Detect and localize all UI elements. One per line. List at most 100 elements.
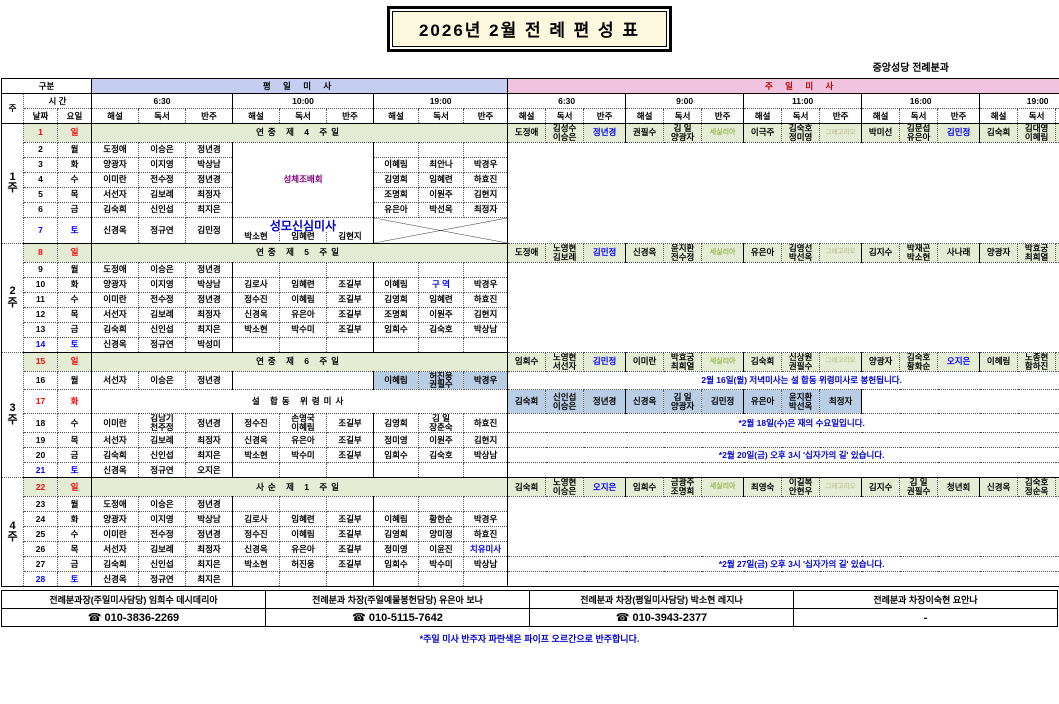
table-row: 20 금 김숙희 신인섭 최지은 박소현 박수미 조길부 임희수 김숙호 박상남… bbox=[2, 447, 1059, 464]
wd1900-haeseol: 정미영 bbox=[373, 432, 419, 449]
su1900-haeseol: 신경옥 bbox=[979, 477, 1019, 498]
wd1000-dokseo: 유은아 bbox=[279, 432, 327, 449]
wd630-haeseol: 신경옥 bbox=[91, 571, 139, 588]
wd630-dokseo: 이지영 bbox=[138, 276, 186, 293]
su1600-haeseol: 박미선 bbox=[861, 123, 901, 143]
role-su900-haeseol: 해설 bbox=[625, 108, 665, 124]
wd630-dokseo: 김보례 bbox=[138, 306, 186, 323]
note-gap bbox=[507, 462, 1059, 479]
wd630-banju: 박상남 bbox=[185, 276, 233, 293]
date-cell: 26 bbox=[23, 541, 58, 558]
role-su1900-banju: 반주 bbox=[1055, 108, 1059, 124]
wd630-haeseol: 신경옥 bbox=[91, 336, 139, 353]
wd1900-haeseol: 조명희 bbox=[373, 186, 419, 203]
header-date-label: 날짜 bbox=[23, 108, 58, 124]
wd1900-haeseol bbox=[373, 496, 419, 513]
header-sunday-time-1600: 16:00 bbox=[861, 93, 981, 109]
wd630-dokseo: 신인섭 bbox=[138, 201, 186, 218]
role-su900-banju: 반주 bbox=[701, 108, 745, 124]
su900-haeseol: 임희수 bbox=[625, 477, 665, 498]
dow-cell: 목 bbox=[57, 541, 92, 558]
wd1900-banju: 최정자 bbox=[462, 201, 509, 218]
blank-sunday-block bbox=[507, 261, 1059, 353]
wd630-dokseo: 김남기 천주정 bbox=[138, 413, 186, 434]
wd1900-banju: 박경우 bbox=[462, 156, 509, 173]
wd1900-haeseol: 정미영 bbox=[373, 541, 419, 558]
sunday-title: 연중 제 5 주일 bbox=[90, 242, 509, 263]
su1600-dokseo: 김숙호 황화순 bbox=[899, 351, 939, 372]
wd630-haeseol: 이미란 bbox=[91, 291, 139, 308]
su630-haeseol: 임희수 bbox=[507, 351, 547, 372]
dow-cell: 수 bbox=[57, 291, 92, 308]
wd630-banju: 최지은 bbox=[185, 201, 233, 218]
wd1000-banju bbox=[326, 336, 374, 353]
wd1000-haeseol: 김로사 bbox=[232, 511, 280, 528]
wd1900-haeseol: 김영희 bbox=[373, 171, 419, 188]
wd1900-haeseol: 임희수 bbox=[373, 447, 419, 464]
wd1900-haeseol: 김영희 bbox=[373, 526, 419, 543]
dow-cell: 일 bbox=[57, 477, 92, 498]
date-cell: 21 bbox=[23, 462, 58, 479]
subtitle: 중앙성당 전례분과 bbox=[872, 63, 949, 74]
event-name-2: 임혜련 bbox=[280, 232, 327, 242]
wd1900-dokseo: 이윤진 bbox=[418, 541, 464, 558]
wd1000-banju: 조길부 bbox=[326, 432, 374, 449]
su1900-haeseol: 이혜림 bbox=[979, 351, 1019, 372]
table-row: 28 토 신경옥 정규연 최지은 bbox=[2, 571, 1059, 588]
note-feb20: *2월 20일(금) 오후 3시 '십자가의 길' 있습니다. bbox=[507, 447, 1059, 464]
date-cell: 14 bbox=[23, 336, 58, 353]
wd630-dokseo: 신인섭 bbox=[138, 556, 186, 573]
contact-phone-1: ☎ 010-3836-2269 bbox=[1, 608, 266, 628]
special-c6: 김민정 bbox=[701, 389, 745, 415]
wd1900-banju bbox=[462, 462, 509, 479]
wd1900-dokseo bbox=[418, 462, 464, 479]
sunday-title: 사순 제 1 주일 bbox=[90, 477, 509, 498]
header-weekday-time-1900: 19:00 bbox=[372, 93, 509, 109]
date-cell: 12 bbox=[23, 306, 58, 323]
wd1000-dokseo bbox=[279, 571, 327, 588]
su630-banju: 오지은 bbox=[583, 477, 627, 498]
date-cell: 5 bbox=[23, 186, 58, 203]
role-su900-dokseo: 독서 bbox=[663, 108, 703, 124]
su1600-banju: 김민정 bbox=[937, 123, 981, 143]
special-mass-title: 설 합동 위령미사 bbox=[90, 389, 509, 415]
special-c9: 최정자 bbox=[819, 389, 863, 415]
wd1900-banju bbox=[462, 336, 509, 353]
wd1000-dokseo: 허진웅 bbox=[279, 556, 327, 573]
su1600-haeseol: 김지수 bbox=[861, 242, 901, 263]
date-cell: 13 bbox=[23, 321, 58, 338]
wd630-dokseo: 이지영 bbox=[138, 156, 186, 173]
wd1900-dokseo: 이원주 bbox=[418, 306, 464, 323]
note-gap bbox=[507, 571, 1059, 588]
wd630-banju: 최지은 bbox=[185, 571, 233, 588]
su1100-banju: 그레고리오 bbox=[819, 477, 863, 498]
wd1900-haeseol: 이혜림 bbox=[373, 511, 419, 528]
wd1900-haeseol bbox=[373, 571, 419, 588]
wd1900-banju: 치유미사 bbox=[462, 541, 509, 558]
date-cell: 20 bbox=[23, 447, 58, 464]
contact-phone-2: ☎ 010-5115-7642 bbox=[265, 608, 530, 628]
dow-cell: 목 bbox=[57, 432, 92, 449]
wd1900-dokseo: 이원주 bbox=[418, 432, 464, 449]
wd1900-dokseo: 허진웅 권필수 bbox=[418, 370, 464, 391]
su1100-dokseo: 이길복 안현우 bbox=[781, 477, 821, 498]
date-cell: 10 bbox=[23, 276, 58, 293]
wd1900-haeseol bbox=[373, 462, 419, 479]
date-cell: 25 bbox=[23, 526, 58, 543]
date-cell: 2 bbox=[23, 141, 58, 158]
contact-role-3: 전례분과 차장(평일미사담당) 박소현 레지나 bbox=[529, 590, 794, 610]
dow-cell: 월 bbox=[57, 496, 92, 513]
wd1000-haeseol bbox=[232, 336, 280, 353]
wd630-haeseol: 도정애 bbox=[91, 496, 139, 513]
blank-sunday-block bbox=[507, 141, 1059, 244]
wd1000-haeseol: 김로사 bbox=[232, 276, 280, 293]
table-row: 14 토 신경옥 정규연 박성미 bbox=[2, 336, 1059, 353]
wd1000-banju: 조길부 bbox=[326, 511, 374, 528]
wd1000-haeseol: 정수진 bbox=[232, 526, 280, 543]
wd1900-haeseol: 이혜림 bbox=[373, 370, 419, 391]
wd630-haeseol: 서선자 bbox=[91, 541, 139, 558]
header-sunday-time-1900: 19:00 bbox=[979, 93, 1059, 109]
wd1000-haeseol: 박소현 bbox=[232, 321, 280, 338]
role-su1100-dokseo: 독서 bbox=[781, 108, 821, 124]
